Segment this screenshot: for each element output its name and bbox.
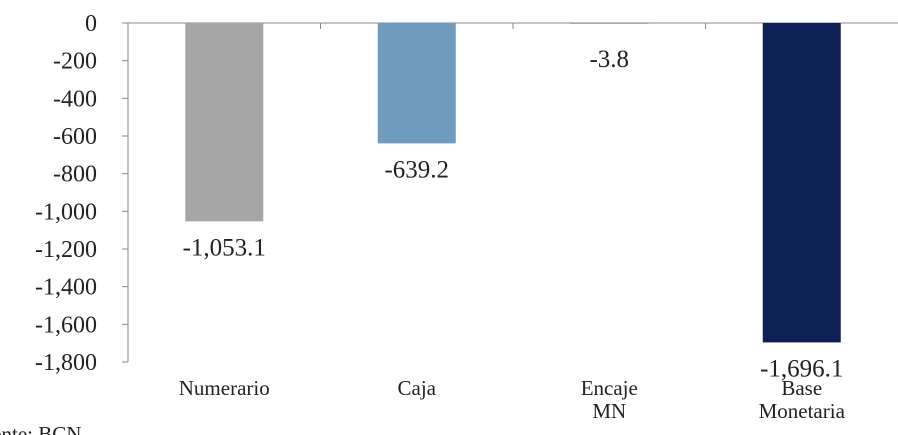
bar	[762, 23, 841, 343]
data-label: -1,696.1	[760, 355, 843, 382]
source-note: Fuente: BCN	[0, 422, 81, 435]
x-tick-label: MN	[592, 399, 626, 423]
bar	[570, 23, 649, 24]
y-tick-label: -800	[53, 162, 97, 188]
x-tick-label: Base	[781, 376, 822, 400]
y-tick-label: -1,600	[35, 312, 97, 338]
y-tick-label: -200	[53, 49, 97, 75]
y-tick-label: 0	[85, 11, 97, 37]
axes: 0 -200 -400 -600 -800 -1,000 -1,200 -1,400 -1,60…	[35, 11, 898, 376]
y-tick-label: -1,800	[35, 350, 97, 376]
x-tick-label: Caja	[398, 376, 437, 400]
y-tick-label: -1,400	[35, 275, 97, 301]
data-label: -639.2	[384, 156, 449, 183]
x-tick-label: Monetaria	[759, 399, 846, 423]
bar	[377, 23, 456, 144]
x-tick-label: Encaje	[581, 376, 638, 400]
bar	[185, 23, 264, 222]
y-tick-label: -1,000	[35, 199, 97, 225]
y-tick-label: -600	[53, 124, 97, 150]
y-tick-label: -400	[53, 86, 97, 112]
y-tick-label: -1,200	[35, 237, 97, 263]
data-label: -1,053.1	[183, 234, 266, 261]
x-tick-label: Numerario	[179, 376, 270, 400]
data-label: -3.8	[589, 46, 629, 73]
bars	[185, 23, 841, 343]
